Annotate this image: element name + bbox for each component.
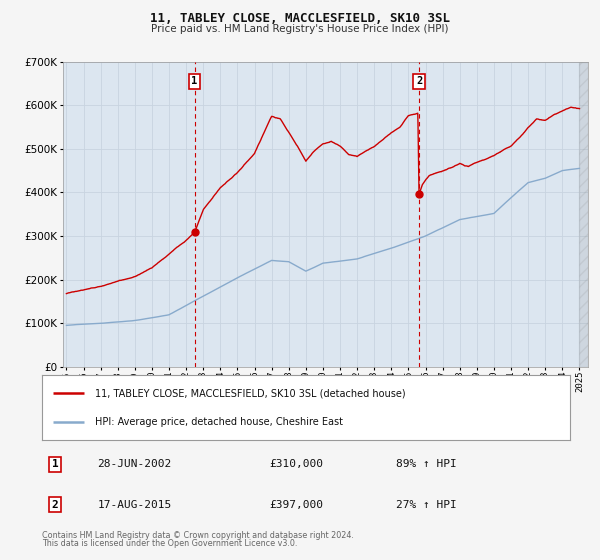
Text: HPI: Average price, detached house, Cheshire East: HPI: Average price, detached house, Ches…	[95, 417, 343, 427]
Text: 11, TABLEY CLOSE, MACCLESFIELD, SK10 3SL (detached house): 11, TABLEY CLOSE, MACCLESFIELD, SK10 3SL…	[95, 388, 406, 398]
Text: 11, TABLEY CLOSE, MACCLESFIELD, SK10 3SL: 11, TABLEY CLOSE, MACCLESFIELD, SK10 3SL	[150, 12, 450, 25]
Text: 2: 2	[416, 76, 422, 86]
Text: Contains HM Land Registry data © Crown copyright and database right 2024.: Contains HM Land Registry data © Crown c…	[42, 531, 354, 540]
Text: £397,000: £397,000	[269, 500, 323, 510]
Text: 2: 2	[52, 500, 59, 510]
Text: 1: 1	[52, 459, 59, 469]
Text: Price paid vs. HM Land Registry's House Price Index (HPI): Price paid vs. HM Land Registry's House …	[151, 24, 449, 34]
Text: This data is licensed under the Open Government Licence v3.0.: This data is licensed under the Open Gov…	[42, 539, 298, 548]
Text: 17-AUG-2015: 17-AUG-2015	[97, 500, 172, 510]
Text: 1: 1	[191, 76, 197, 86]
Text: 89% ↑ HPI: 89% ↑ HPI	[396, 459, 457, 469]
Bar	[580, 62, 588, 367]
Text: 28-JUN-2002: 28-JUN-2002	[97, 459, 172, 469]
Text: 27% ↑ HPI: 27% ↑ HPI	[396, 500, 457, 510]
Text: £310,000: £310,000	[269, 459, 323, 469]
